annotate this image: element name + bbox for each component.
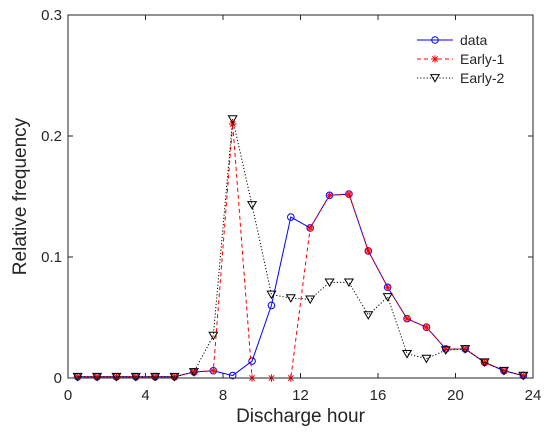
x-tick-label: 24 bbox=[525, 387, 542, 404]
y-axis-label: Relative frequency bbox=[10, 117, 31, 275]
x-tick-label: 12 bbox=[292, 387, 309, 404]
data-point bbox=[422, 323, 431, 331]
data-point bbox=[306, 224, 314, 232]
data-point bbox=[227, 115, 238, 124]
data-point bbox=[248, 357, 256, 365]
data-point bbox=[460, 345, 471, 354]
x-tick-label: 0 bbox=[64, 387, 72, 404]
data-point bbox=[169, 372, 180, 382]
data-point bbox=[228, 371, 237, 380]
data-point bbox=[383, 283, 392, 292]
data-point bbox=[267, 301, 276, 310]
data-point bbox=[401, 349, 413, 359]
data-point bbox=[111, 372, 122, 382]
data-point bbox=[479, 358, 490, 368]
legend-marker bbox=[431, 55, 439, 63]
data-point bbox=[518, 371, 529, 381]
data-point bbox=[345, 190, 353, 198]
legend-marker bbox=[429, 74, 441, 83]
y-tick-label: 0.2 bbox=[41, 128, 62, 145]
data-point bbox=[91, 372, 103, 382]
x-axis-label: Discharge hour bbox=[236, 406, 366, 427]
legend-label: Early-2 bbox=[460, 70, 505, 86]
data-point bbox=[324, 278, 335, 288]
axes-layer: 0 4 8 12 16 20 24 0 0.1 0.2 0.3 bbox=[41, 7, 541, 404]
data-point bbox=[188, 368, 200, 377]
data-point bbox=[285, 294, 296, 303]
data-point bbox=[403, 314, 411, 323]
data-point bbox=[421, 354, 432, 364]
data-point bbox=[246, 201, 258, 210]
legend-entry: Early-1 bbox=[417, 51, 505, 67]
data-point bbox=[130, 372, 141, 382]
legend-label: data bbox=[460, 32, 487, 48]
y-tick-label: 0 bbox=[54, 370, 62, 387]
x-tick-label: 4 bbox=[141, 387, 149, 404]
data-point bbox=[364, 247, 373, 255]
legend-label: Early-1 bbox=[460, 51, 505, 67]
series-layer bbox=[72, 115, 529, 382]
data-point bbox=[208, 331, 219, 341]
legend-marker bbox=[431, 36, 439, 44]
y-tick-label: 0.1 bbox=[41, 249, 62, 266]
x-tick-label: 20 bbox=[447, 387, 464, 404]
y-tick-label: 0.3 bbox=[41, 7, 62, 24]
data-point bbox=[305, 295, 316, 305]
x-tick-label: 16 bbox=[370, 387, 387, 404]
series-line bbox=[77, 118, 524, 378]
data-point bbox=[440, 346, 451, 355]
plot-area bbox=[68, 15, 533, 378]
legend-entry: data bbox=[417, 32, 487, 48]
legend-entry: Early-2 bbox=[417, 70, 505, 86]
data-point bbox=[209, 366, 218, 375]
legend: data Early-1 Early-2 bbox=[417, 32, 505, 86]
data-point bbox=[382, 293, 393, 302]
data-point bbox=[266, 290, 277, 300]
data-point bbox=[150, 372, 161, 382]
x-tick-label: 8 bbox=[219, 387, 227, 404]
data-point bbox=[325, 191, 334, 200]
data-point bbox=[363, 311, 374, 320]
series-early-2 bbox=[72, 115, 529, 382]
data-point bbox=[287, 213, 295, 221]
data-point bbox=[228, 120, 237, 128]
data-point bbox=[498, 366, 510, 376]
data-point bbox=[343, 278, 355, 288]
data-point bbox=[72, 372, 83, 382]
